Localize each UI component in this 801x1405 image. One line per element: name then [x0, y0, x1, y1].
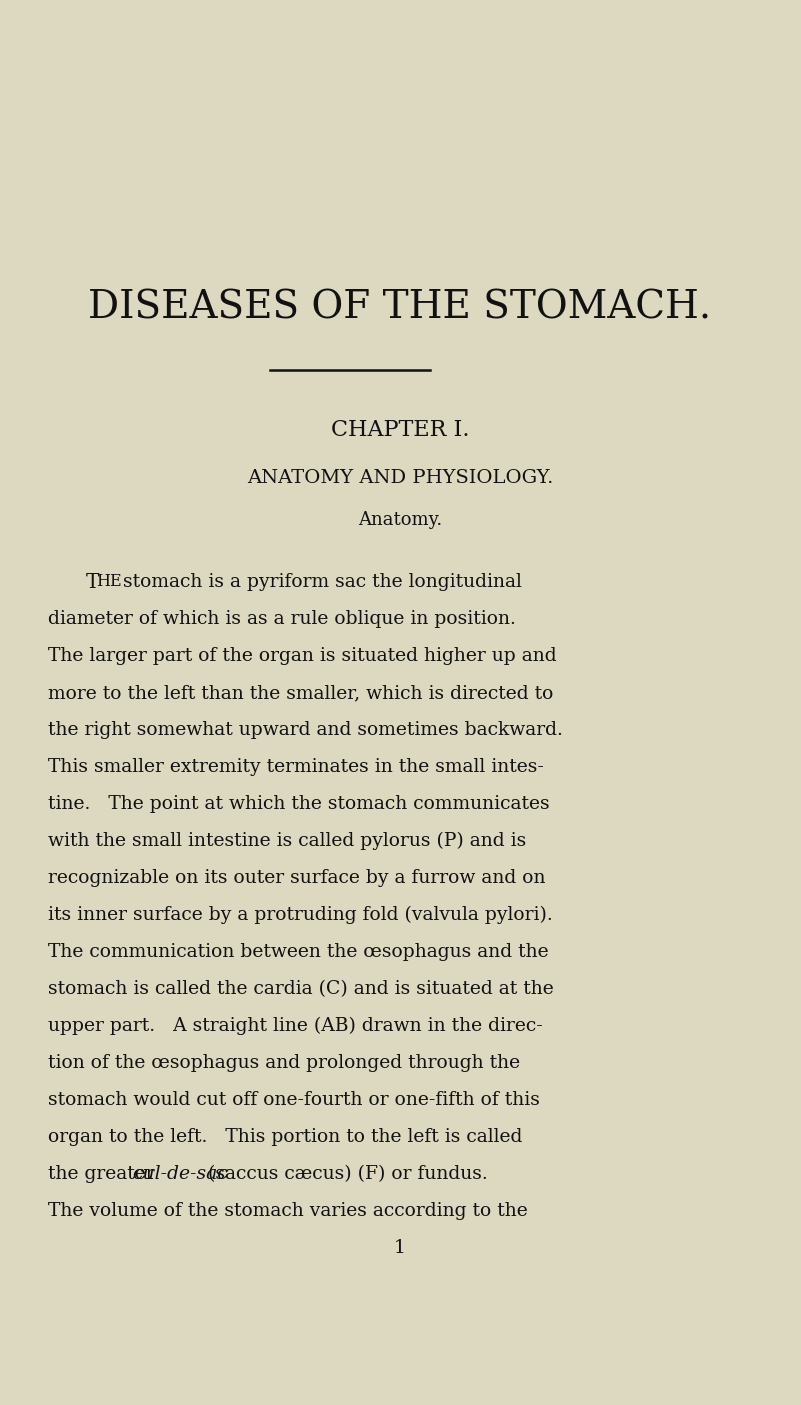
- Text: the right somewhat upward and sometimes backward.: the right somewhat upward and sometimes …: [48, 721, 563, 739]
- Text: ANATOMY AND PHYSIOLOGY.: ANATOMY AND PHYSIOLOGY.: [247, 469, 553, 488]
- Text: CHAPTER I.: CHAPTER I.: [331, 419, 469, 441]
- Text: 1: 1: [394, 1239, 406, 1257]
- Text: more to the left than the smaller, which is directed to: more to the left than the smaller, which…: [48, 684, 553, 702]
- Text: This smaller extremity terminates in the small intes-: This smaller extremity terminates in the…: [48, 759, 544, 776]
- Text: stomach is called the cardia (C) and is situated at the: stomach is called the cardia (C) and is …: [48, 981, 553, 998]
- Text: Anatomy.: Anatomy.: [358, 511, 442, 530]
- Text: tine.   The point at which the stomach communicates: tine. The point at which the stomach com…: [48, 795, 549, 813]
- Text: diameter of which is as a rule oblique in position.: diameter of which is as a rule oblique i…: [48, 610, 516, 628]
- Text: with the small intestine is called pylorus (P) and is: with the small intestine is called pylor…: [48, 832, 526, 850]
- Text: stomach is a pyriform sac the longitudinal: stomach is a pyriform sac the longitudin…: [117, 573, 522, 592]
- Text: the greater: the greater: [48, 1165, 161, 1183]
- Text: The communication between the œsophagus and the: The communication between the œsophagus …: [48, 943, 549, 961]
- Text: T: T: [86, 572, 99, 592]
- Text: recognizable on its outer surface by a furrow and on: recognizable on its outer surface by a f…: [48, 870, 545, 887]
- Text: The volume of the stomach varies according to the: The volume of the stomach varies accordi…: [48, 1203, 528, 1220]
- Text: stomach would cut off one-fourth or one-fifth of this: stomach would cut off one-fourth or one-…: [48, 1092, 540, 1109]
- Text: cul-de-sac: cul-de-sac: [132, 1165, 228, 1183]
- Text: (saccus cæcus) (F) or fundus.: (saccus cæcus) (F) or fundus.: [203, 1165, 488, 1183]
- Text: organ to the left.   This portion to the left is called: organ to the left. This portion to the l…: [48, 1128, 522, 1146]
- Text: The larger part of the organ is situated higher up and: The larger part of the organ is situated…: [48, 646, 557, 665]
- Text: tion of the œsophagus and prolonged through the: tion of the œsophagus and prolonged thro…: [48, 1054, 520, 1072]
- Text: DISEASES OF THE STOMACH.: DISEASES OF THE STOMACH.: [88, 289, 711, 326]
- Text: its inner surface by a protruding fold (valvula pylori).: its inner surface by a protruding fold (…: [48, 906, 553, 924]
- Text: upper part.   A straight line (AB) drawn in the direc-: upper part. A straight line (AB) drawn i…: [48, 1017, 543, 1035]
- Text: HE: HE: [96, 573, 122, 590]
